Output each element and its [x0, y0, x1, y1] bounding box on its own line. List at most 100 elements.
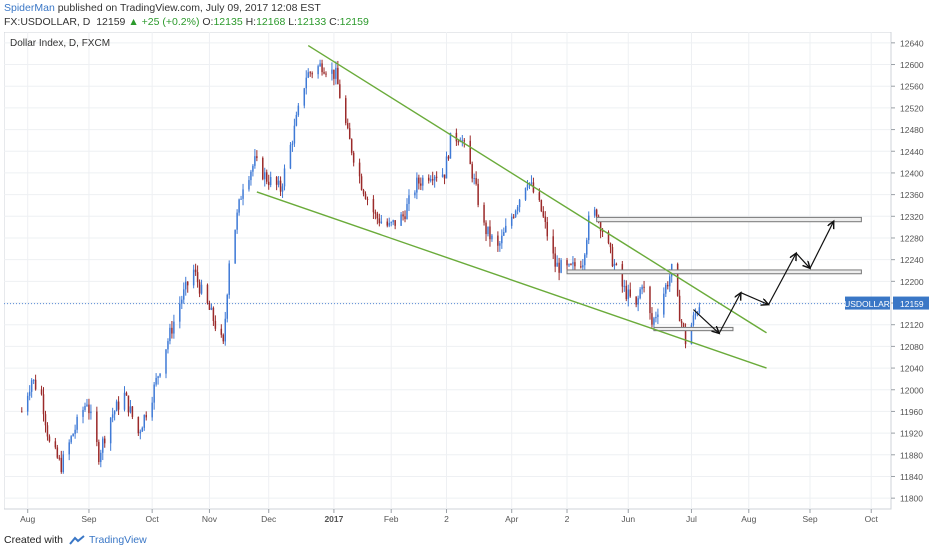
candle-body — [386, 221, 388, 226]
candle-body — [653, 318, 655, 325]
candle-body — [21, 411, 23, 413]
candle-body — [58, 457, 61, 459]
candle-body — [358, 162, 361, 177]
candle-body — [429, 179, 432, 181]
candle-body — [70, 436, 72, 443]
candle-body — [698, 307, 701, 313]
candle-body — [262, 158, 264, 180]
y-tick-label: 12120 — [900, 320, 924, 330]
candle-body — [629, 289, 631, 297]
candle-body — [497, 235, 499, 246]
change-text: +25 (+0.2%) — [141, 16, 200, 28]
tradingview-link[interactable]: TradingView — [88, 534, 147, 546]
candle-body — [649, 286, 651, 314]
candle-body — [256, 156, 258, 159]
y-tick-label: 12600 — [900, 60, 924, 70]
resistance-zone — [566, 269, 862, 275]
symbol-tag — [845, 296, 890, 310]
candle-body — [309, 72, 311, 74]
candle-body — [692, 315, 695, 325]
chart-frame[interactable]: 11800 11840 11880 11920 11960 12000 12040 12080… — [4, 32, 932, 529]
y-tick-label: 11840 — [900, 472, 923, 482]
candle-body — [194, 269, 197, 273]
candle-body — [676, 263, 679, 296]
candle-body — [157, 376, 159, 378]
candle-body — [28, 391, 31, 396]
candle-body — [615, 263, 618, 265]
candle-body — [137, 416, 140, 434]
candle-body — [44, 414, 47, 426]
y-tick-label: 12080 — [900, 342, 924, 352]
candle-body — [220, 328, 223, 335]
projection-arrow — [767, 253, 797, 305]
candle-body — [143, 414, 146, 428]
candle-body — [455, 132, 458, 142]
candle-body — [560, 260, 562, 273]
candle-body — [289, 144, 292, 169]
price-chart[interactable]: 11800 11840 11880 11920 11960 12000 12040 12080… — [4, 32, 932, 529]
candle-body — [100, 452, 102, 463]
candle-body — [408, 195, 410, 204]
candle-body — [667, 284, 669, 287]
chart-title: Dollar Index, D, FXCM — [10, 38, 110, 49]
x-tick-label: Sep — [802, 514, 817, 524]
symbol-text: FX:USDOLLAR, D — [4, 16, 91, 28]
candle-body — [238, 199, 240, 213]
y-tick-label: 12400 — [900, 168, 924, 178]
candle-body — [587, 215, 590, 241]
candle-body — [214, 320, 217, 329]
x-tick-label: Dec — [261, 514, 277, 524]
author-link[interactable]: SpiderMan — [4, 2, 55, 14]
candle-body — [153, 384, 155, 403]
candle-body — [226, 294, 228, 319]
candle-body — [360, 176, 363, 191]
candle-body — [210, 307, 213, 310]
candle-body — [321, 63, 323, 73]
candle-body — [264, 172, 266, 180]
candle-body — [117, 401, 120, 410]
candle-body — [364, 193, 367, 199]
candle-body — [319, 63, 321, 67]
x-tick-label: Nov — [202, 514, 218, 524]
candle-body — [487, 226, 489, 235]
x-tick-label: Sep — [81, 514, 96, 524]
candle-body — [198, 282, 201, 294]
x-tick-label: Aug — [20, 514, 35, 524]
close-label: C: — [329, 16, 340, 28]
candle-body — [445, 156, 448, 179]
candle-body — [582, 265, 584, 268]
candle-body — [524, 187, 527, 200]
candle-body — [317, 66, 319, 75]
candle-body — [200, 284, 203, 294]
x-tick-label: Jul — [686, 514, 697, 524]
open-value: 12135 — [213, 16, 243, 28]
candle-body — [635, 296, 637, 305]
y-tick-label: 11880 — [900, 450, 923, 460]
tradingview-logo-icon — [69, 535, 85, 545]
projection-arrow — [740, 292, 769, 305]
x-tick-label: Jun — [621, 514, 635, 524]
y-tick-label: 12640 — [900, 38, 924, 48]
candle-body — [443, 174, 446, 179]
candle-body — [473, 178, 475, 180]
low-value: 12133 — [296, 16, 327, 28]
publish-line: SpiderMan published on TradingView.com, … — [4, 2, 369, 15]
candle-body — [463, 140, 466, 142]
candle-body — [184, 281, 187, 290]
candle-body — [418, 177, 420, 184]
created-with-text: Created with — [4, 534, 63, 546]
candle-body — [684, 328, 687, 345]
y-tick-label: 11920 — [900, 429, 923, 439]
candle-body — [234, 229, 236, 264]
candle-body — [668, 276, 671, 287]
x-tick-label: 2017 — [324, 514, 343, 524]
candle-body — [607, 232, 610, 244]
candle-body — [88, 404, 90, 414]
candle-body — [570, 264, 572, 266]
candle-body — [335, 67, 337, 79]
candle-body — [131, 406, 134, 417]
open-label: O: — [202, 16, 214, 28]
candle-body — [311, 73, 313, 75]
price-text: 12159 — [96, 16, 126, 28]
candle-body — [690, 324, 693, 345]
